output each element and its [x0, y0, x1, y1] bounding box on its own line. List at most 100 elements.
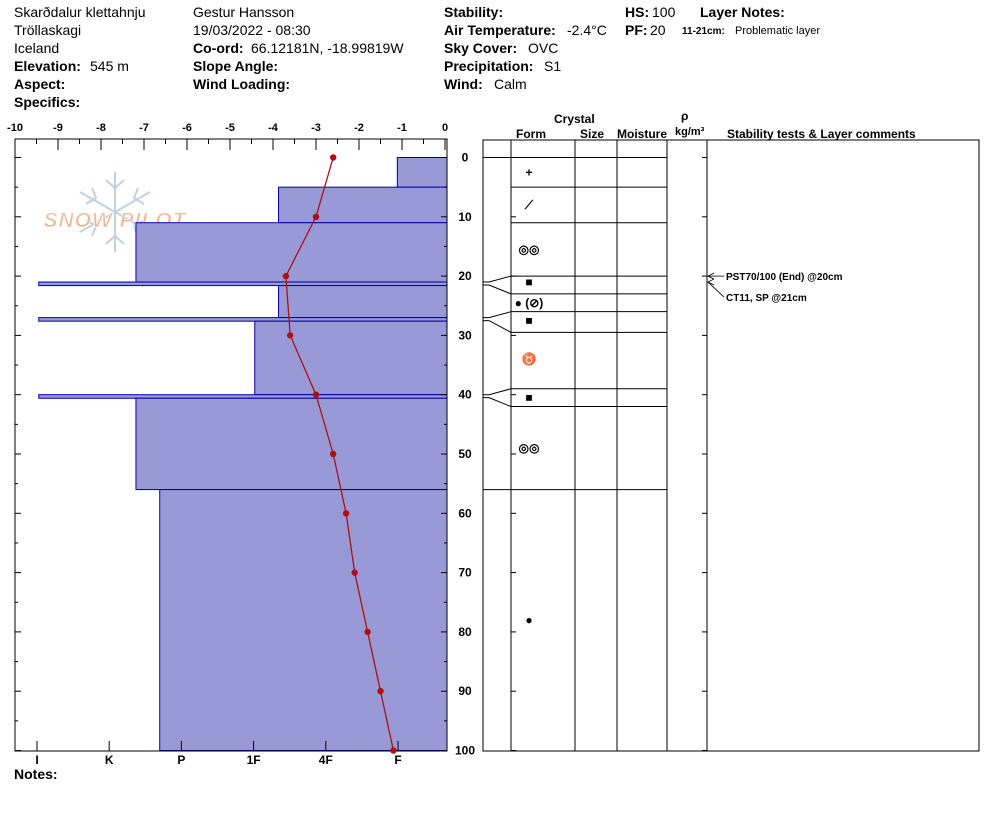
crystal-form-symbol: ● [525, 613, 532, 627]
hs-label: HS: [625, 4, 650, 20]
form-header: Form [516, 127, 546, 141]
depth-tick-label: 40 [458, 388, 472, 402]
stability-test-label: PST70/100 (End) @20cm [726, 272, 843, 283]
temp-tick-label: -5 [225, 122, 235, 134]
depth-tick-label: 90 [458, 684, 472, 698]
hardness-bar [38, 317, 448, 322]
wind-value: Calm [494, 76, 527, 92]
crystal-form-symbol: ◎◎ [519, 242, 540, 256]
country-name: Iceland [14, 40, 60, 56]
layer-table: + ⟋ ◎◎ ■ ● (⊘) ■ ♉ ■ ◎◎ ● PST70/100 (End) @20cm CT1… [482, 139, 980, 752]
depth-tick-label: 80 [458, 625, 472, 639]
depth-tick-label: 0 [462, 151, 469, 165]
depth-tick-label: 70 [458, 566, 472, 580]
temperature-point [351, 569, 358, 576]
precipitation-label: Precipitation: [444, 58, 534, 74]
hardness-bar [278, 285, 448, 319]
moisture-header: Moisture [617, 127, 668, 141]
temperature-profile [282, 154, 397, 754]
air-temperature-value: -2.4°C [567, 22, 607, 38]
hardness-bar [135, 222, 448, 283]
temp-tick-label: -7 [139, 122, 149, 134]
temp-tick-label: -1 [397, 122, 407, 134]
observer-name: Gestur Hansson [193, 4, 295, 20]
layer-connector [483, 275, 512, 283]
hardness-tick-label: 1F [247, 753, 261, 767]
slope-angle-label: Slope Angle: [193, 58, 279, 74]
crystal-form-symbol: ■ [525, 391, 532, 405]
layer-connector [483, 311, 512, 319]
layer-note-text: Problematic layer [735, 25, 820, 37]
air-temperature-label: Air Temperature: [444, 22, 556, 38]
wind-label: Wind: [444, 76, 483, 92]
crystal-form-symbol: + [525, 165, 532, 179]
crystal-form-symbol: ● (⊘) [515, 296, 544, 310]
temp-tick-label: 0 [442, 122, 448, 134]
layer-notes-label: Layer Notes: [700, 4, 785, 20]
crystal-header: Crystal [554, 112, 595, 126]
temperature-point [342, 510, 350, 517]
temperature-point [312, 391, 320, 398]
stability-test-arrow [707, 272, 715, 280]
stability-test-arrow [707, 278, 715, 286]
depth-tick-label: 100 [455, 744, 475, 758]
depth-tick-label: 60 [458, 506, 472, 520]
chart-border [14, 138, 448, 752]
sky-cover-label: Sky Cover: [444, 40, 518, 56]
elevation-value: 545 m [90, 58, 129, 74]
wind-loading-label: Wind Loading: [193, 76, 291, 92]
observation-datetime: 19/03/2022 - 08:30 [193, 22, 311, 38]
temperature-point [330, 154, 337, 161]
crystal-form-symbol: ◎◎ [519, 441, 540, 455]
specifics-label: Specifics: [14, 94, 81, 110]
hardness-tick-label: 4F [319, 753, 333, 767]
crystal-form-symbol: ■ [525, 275, 532, 289]
hardness-bar [396, 157, 448, 188]
location-name: Skarðdalur klettahnju [14, 4, 146, 20]
coord-label: Co-ord: [193, 40, 244, 56]
temp-tick-label: -10 [7, 122, 23, 134]
crystal-form-symbol: ⟋ [524, 198, 534, 212]
snowflake-icon [79, 172, 151, 252]
hardness-tick-label: K [105, 753, 114, 767]
temperature-point [287, 332, 294, 339]
left-chart-frame: -10 -9 -8 -7 -6 -5 -4 -3 -2 -1 0010203040506070809… [7, 122, 475, 767]
hardness-bar [278, 186, 448, 224]
crystal-form-symbol: ■ [525, 314, 532, 328]
layer-connector [483, 320, 512, 333]
hardness-layers [38, 157, 448, 751]
hardness-bar [38, 281, 448, 287]
temp-tick-label: -9 [53, 122, 63, 134]
hardness-bar [38, 394, 448, 399]
stability-test-label: CT11, SP @21cm [726, 293, 807, 304]
temperature-point [377, 688, 384, 695]
aspect-label: Aspect: [14, 76, 66, 92]
temperature-point [330, 450, 337, 458]
pf-label: PF: [625, 22, 648, 38]
temperature-point [390, 747, 397, 754]
temperature-point [282, 272, 290, 280]
temperature-point [364, 628, 371, 636]
size-header: Size [580, 127, 605, 141]
temp-tick-label: -3 [311, 122, 321, 134]
region-name: Tröllaskagi [14, 22, 82, 38]
temp-tick-label: -8 [96, 122, 106, 134]
elevation-label: Elevation: [14, 58, 81, 74]
temperature-point [312, 213, 320, 220]
depth-tick-label: 50 [458, 447, 472, 461]
hardness-tick-label: I [35, 753, 38, 767]
hardness-bar [159, 489, 448, 751]
layer-note-range: 11-21cm: [682, 26, 725, 37]
hardness-bar [135, 397, 448, 491]
rho-header: ρ [681, 109, 689, 123]
hardness-tick-label: P [177, 753, 185, 767]
depth-tick-label: 30 [458, 328, 472, 342]
stability-label: Stability: [444, 4, 504, 20]
sky-cover-value: OVC [528, 40, 559, 56]
layer-connector [483, 284, 512, 295]
layer-connector [483, 397, 512, 408]
notes-label: Notes: [14, 766, 58, 782]
depth-tick-label: 10 [458, 210, 472, 224]
hardness-tick-label: F [394, 753, 401, 767]
